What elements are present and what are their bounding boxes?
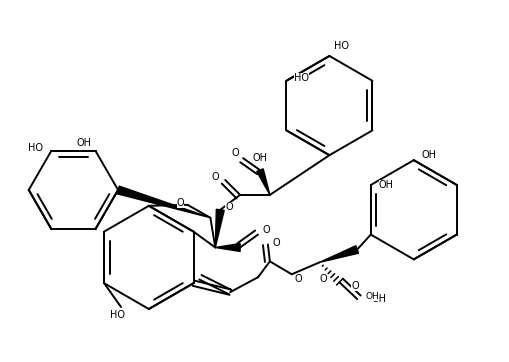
Text: OH: OH (378, 180, 393, 190)
Polygon shape (319, 246, 358, 262)
Text: O: O (294, 274, 302, 284)
Text: OH: OH (364, 292, 378, 300)
Text: HO: HO (28, 143, 43, 153)
Text: O: O (177, 198, 184, 208)
Polygon shape (215, 244, 240, 252)
Text: O: O (211, 172, 219, 182)
Polygon shape (215, 209, 224, 248)
Polygon shape (117, 186, 210, 218)
Text: O: O (272, 237, 280, 248)
Text: O: O (319, 274, 327, 284)
Text: OH: OH (421, 150, 436, 160)
Text: O: O (263, 225, 270, 235)
Text: O: O (225, 202, 233, 212)
Text: HO: HO (334, 41, 349, 51)
Text: HO: HO (294, 73, 309, 83)
Text: OH: OH (371, 294, 385, 304)
Text: O: O (351, 281, 358, 291)
Text: HO: HO (109, 310, 124, 320)
Text: OH: OH (77, 138, 92, 148)
Text: O: O (231, 148, 239, 158)
Polygon shape (256, 169, 269, 195)
Text: OH: OH (252, 153, 267, 163)
